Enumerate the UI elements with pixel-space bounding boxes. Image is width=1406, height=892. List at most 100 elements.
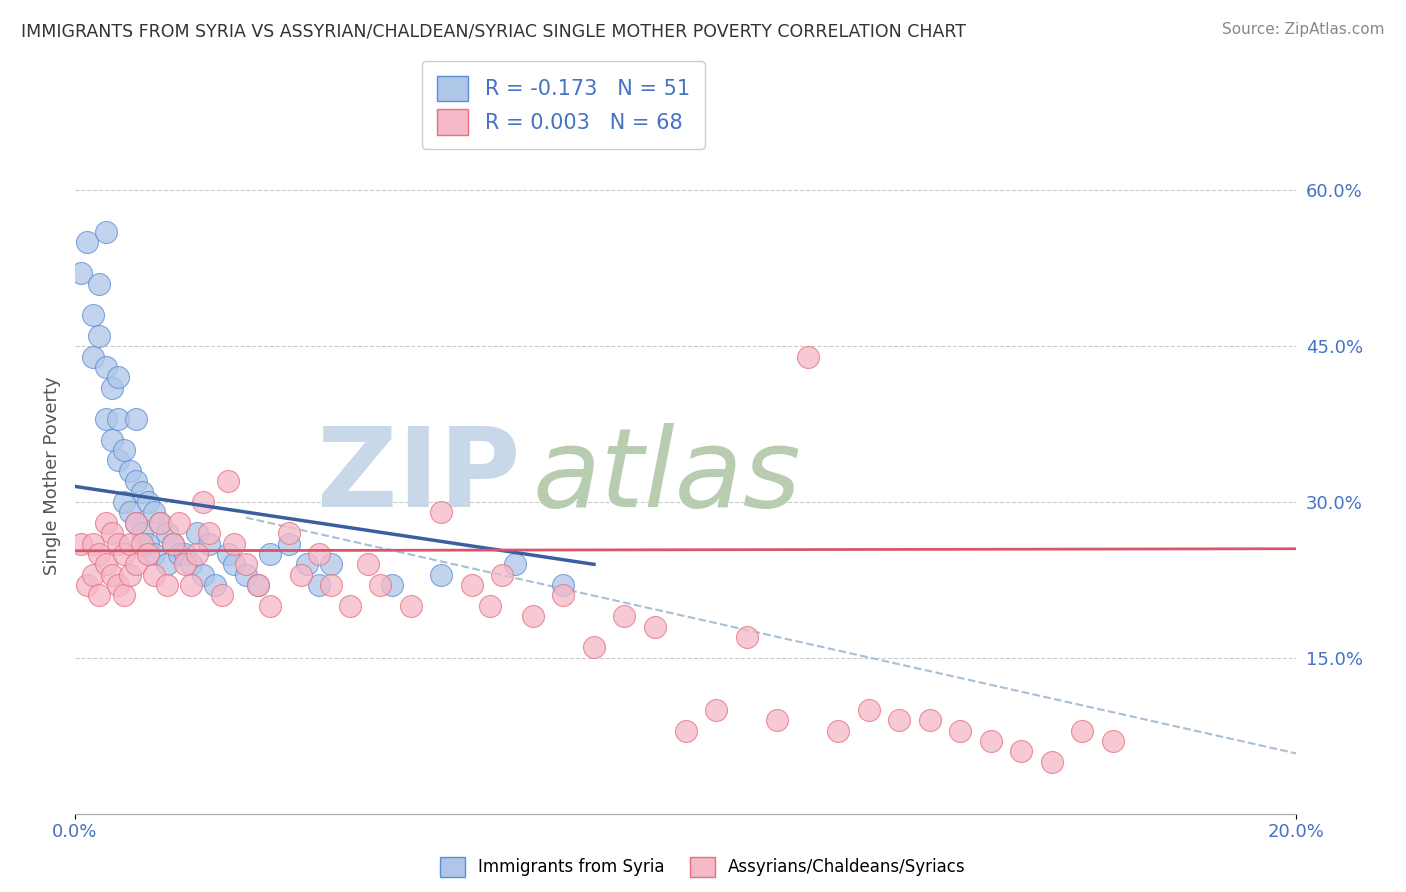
Text: atlas: atlas [533, 423, 801, 530]
Point [198, 536, 221, 550]
Point [94, 558, 117, 572]
Point [143, 567, 166, 582]
Point [479, 599, 502, 613]
Point [118, 505, 141, 519]
Y-axis label: Single Mother Poverty: Single Mother Poverty [44, 376, 60, 575]
Point [503, 558, 526, 572]
Point [1010, 744, 1032, 758]
Point [125, 474, 148, 488]
Point [107, 412, 129, 426]
Point [70, 267, 93, 281]
Point [339, 599, 361, 613]
Point [889, 713, 911, 727]
Point [235, 558, 257, 572]
Point [222, 536, 245, 550]
Point [735, 630, 758, 644]
Point [136, 536, 159, 550]
Point [143, 505, 166, 519]
Point [222, 558, 245, 572]
Point [112, 547, 135, 561]
Point [107, 370, 129, 384]
Point [94, 516, 117, 530]
Point [235, 567, 257, 582]
Text: IMMIGRANTS FROM SYRIA VS ASSYRIAN/CHALDEAN/SYRIAC SINGLE MOTHER POVERTY CORRELAT: IMMIGRANTS FROM SYRIA VS ASSYRIAN/CHALDE… [21, 22, 966, 40]
Point [308, 547, 330, 561]
Point [149, 516, 172, 530]
Point [461, 578, 484, 592]
Point [118, 536, 141, 550]
Point [290, 567, 312, 582]
Point [76, 235, 98, 250]
Point [89, 547, 111, 561]
Point [1040, 755, 1063, 769]
Point [1071, 723, 1094, 738]
Point [125, 516, 148, 530]
Point [491, 567, 513, 582]
Point [357, 558, 380, 572]
Point [247, 578, 270, 592]
Point [766, 713, 789, 727]
Point [259, 547, 281, 561]
Point [553, 578, 575, 592]
Point [125, 412, 148, 426]
Point [118, 567, 141, 582]
Point [107, 536, 129, 550]
Point [430, 505, 453, 519]
Point [155, 526, 177, 541]
Point [796, 350, 818, 364]
Point [381, 578, 404, 592]
Point [82, 350, 104, 364]
Point [131, 526, 153, 541]
Point [82, 536, 104, 550]
Point [980, 734, 1002, 748]
Point [277, 536, 299, 550]
Point [368, 578, 391, 592]
Point [217, 474, 239, 488]
Point [321, 558, 343, 572]
Point [858, 703, 880, 717]
Point [155, 578, 177, 592]
Point [1102, 734, 1125, 748]
Text: Source: ZipAtlas.com: Source: ZipAtlas.com [1222, 22, 1385, 37]
Point [308, 578, 330, 592]
Point [211, 589, 233, 603]
Point [193, 567, 215, 582]
Point [186, 526, 208, 541]
Point [89, 277, 111, 291]
Point [70, 536, 93, 550]
Point [174, 558, 197, 572]
Point [247, 578, 270, 592]
Point [918, 713, 941, 727]
Point [167, 547, 190, 561]
Point [125, 558, 148, 572]
Point [174, 547, 197, 561]
Point [100, 567, 122, 582]
Point [131, 536, 153, 550]
Point [107, 453, 129, 467]
Point [112, 443, 135, 458]
Point [675, 723, 697, 738]
Point [186, 547, 208, 561]
Point [112, 589, 135, 603]
Point [89, 328, 111, 343]
Point [180, 578, 202, 592]
Point [100, 381, 122, 395]
Point [162, 536, 184, 550]
Point [827, 723, 849, 738]
Point [295, 558, 318, 572]
Text: ZIP: ZIP [318, 423, 520, 530]
Point [193, 495, 215, 509]
Point [89, 589, 111, 603]
Point [430, 567, 453, 582]
Point [180, 558, 202, 572]
Point [198, 526, 221, 541]
Point [100, 433, 122, 447]
Point [94, 359, 117, 374]
Point [644, 620, 666, 634]
Point [94, 225, 117, 239]
Point [613, 609, 636, 624]
Point [131, 484, 153, 499]
Point [112, 495, 135, 509]
Point [277, 526, 299, 541]
Point [107, 578, 129, 592]
